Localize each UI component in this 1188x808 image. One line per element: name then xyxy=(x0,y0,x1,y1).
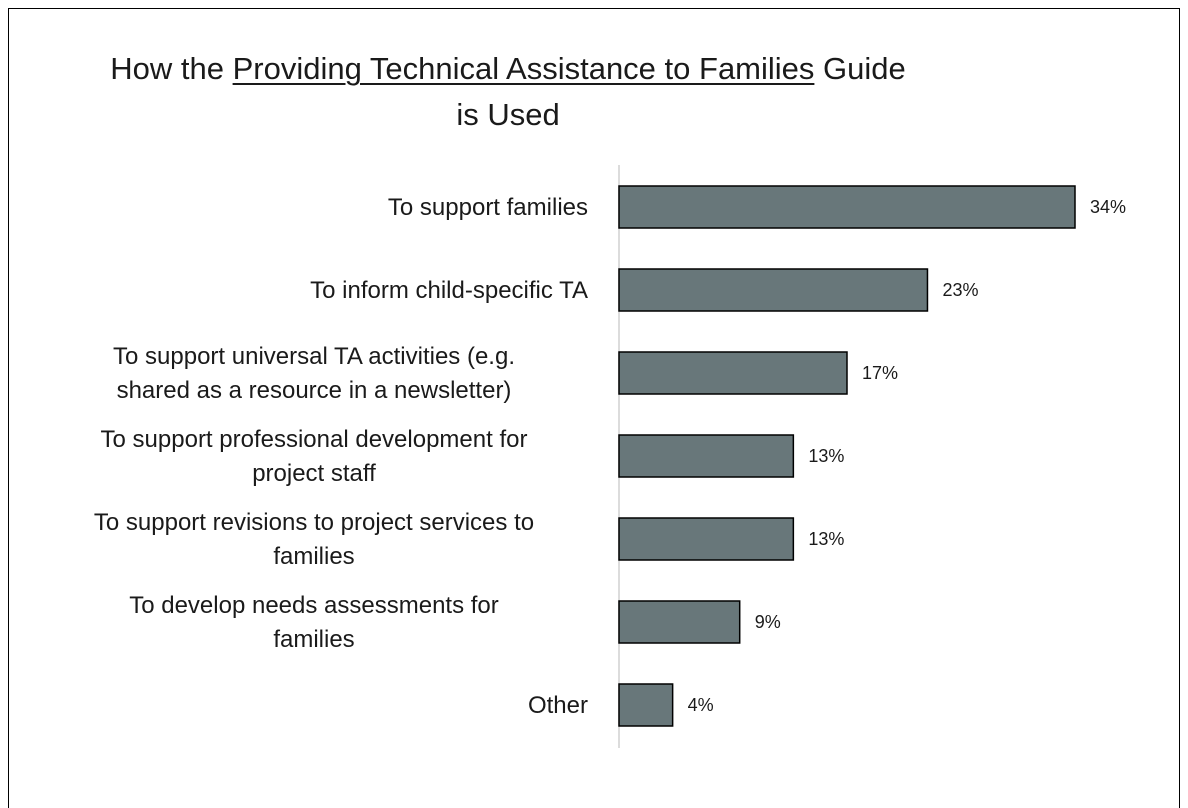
category-label: shared as a resource in a newsletter) xyxy=(117,377,512,404)
category-label: To support universal TA activities (e.g. xyxy=(113,343,515,370)
value-label: 4% xyxy=(688,695,714,715)
title-line2: is Used xyxy=(456,97,560,132)
value-label: 13% xyxy=(808,446,844,466)
value-label: 17% xyxy=(862,363,898,383)
bar-to-support-revisions-to-project-services xyxy=(618,517,795,561)
category-label: families xyxy=(273,543,354,570)
bar-to-inform-child-specific-ta xyxy=(618,268,929,312)
category-label: To support professional development for xyxy=(101,426,528,453)
bar-to-support-universal-ta-activities-e-g-s xyxy=(618,351,848,395)
bar-to-support-professional-development-for- xyxy=(618,434,795,478)
category-label: To support families xyxy=(388,194,588,221)
category-label: To develop needs assessments for xyxy=(129,592,499,619)
category-label: families xyxy=(273,626,354,653)
title-prefix: How the xyxy=(110,51,233,86)
value-label: 34% xyxy=(1090,197,1126,217)
bar-chart: 34% To support families 23% To inform child… xyxy=(94,165,1126,748)
bar-to-support-families xyxy=(618,185,1076,229)
value-label: 13% xyxy=(808,529,844,549)
category-label: project staff xyxy=(252,460,376,487)
bar-other xyxy=(618,683,674,727)
chart-frame xyxy=(8,8,1180,808)
category-label: To support revisions to project services… xyxy=(94,509,534,536)
bar-to-develop-needs-assessments-for-familie xyxy=(618,600,741,644)
category-label: Other xyxy=(528,692,588,719)
title-suffix: Guide xyxy=(814,51,906,86)
chart-title: How the Providing Technical Assistance t… xyxy=(0,46,1016,138)
title-underlined: Providing Technical Assistance to Famili… xyxy=(232,51,815,86)
category-label: To inform child-specific TA xyxy=(310,277,588,304)
value-label: 9% xyxy=(755,612,781,632)
value-label: 23% xyxy=(942,280,978,300)
